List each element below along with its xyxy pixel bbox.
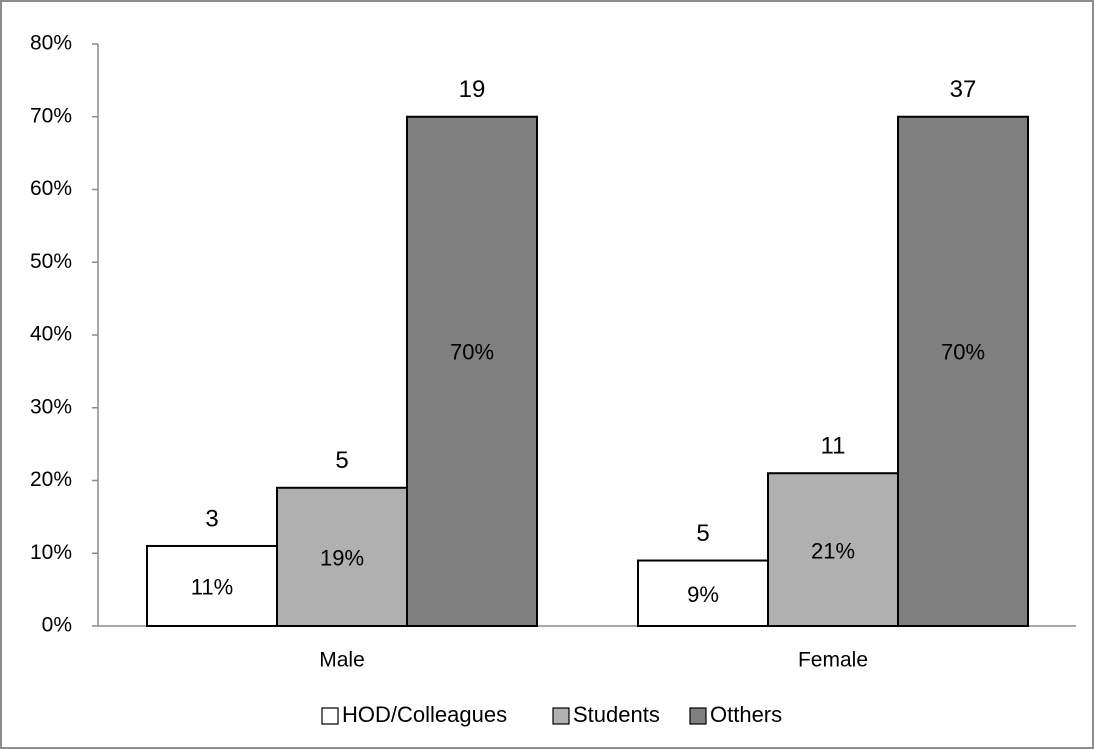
bar (276, 486, 408, 627)
bar-value-label: 19% (320, 546, 364, 571)
legend-label: HOD/Colleagues (342, 702, 507, 727)
bar-count-label: 5 (335, 447, 348, 474)
bar-count-label: 3 (205, 505, 218, 532)
bar (897, 115, 1029, 627)
y-tick-label: 30% (30, 395, 72, 418)
bar-count-label: 5 (696, 520, 709, 547)
y-tick-label: 20% (30, 468, 72, 491)
legend-swatch (552, 707, 570, 725)
bar-value-label: 70% (941, 340, 985, 365)
bar (767, 472, 899, 627)
legend-label: Students (573, 702, 660, 727)
bar (146, 544, 278, 627)
legend-swatch (321, 707, 339, 725)
y-tick-label: 10% (30, 541, 72, 564)
y-tick-label: 40% (30, 323, 72, 346)
bar-count-label: 19 (459, 76, 486, 103)
y-tick-label: 50% (30, 250, 72, 273)
bar-value-label: 11% (191, 575, 233, 600)
bar-count-label: 11 (821, 433, 846, 460)
y-tick-label: 0% (42, 614, 72, 637)
bar-value-label: 21% (811, 538, 855, 563)
bar (406, 115, 538, 627)
legend-swatch (689, 707, 707, 725)
bar-value-label: 9% (687, 582, 719, 607)
y-tick-label: 60% (30, 177, 72, 200)
bar-value-label: 70% (450, 340, 494, 365)
y-tick-label: 80% (30, 32, 72, 55)
x-tick-label: Female (798, 649, 868, 672)
legend-label: Otthers (710, 702, 782, 727)
bar-count-label: 37 (950, 76, 977, 103)
x-tick-label: Male (319, 649, 365, 672)
y-tick-label: 70% (30, 104, 72, 127)
